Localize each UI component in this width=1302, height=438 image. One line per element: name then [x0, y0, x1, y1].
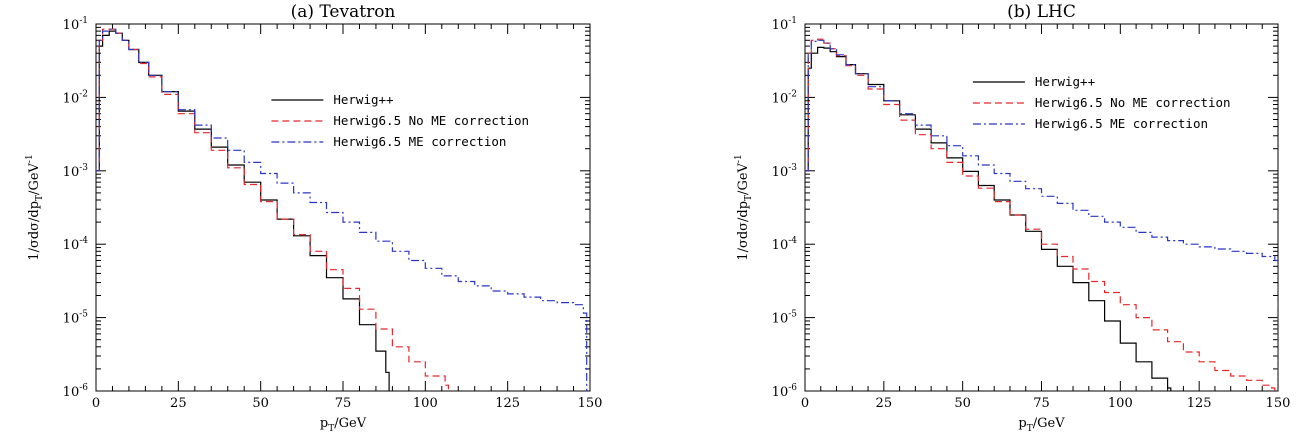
- y-axis-label: 1/σdσ/dpT/GeV-1: [25, 154, 45, 260]
- legend-label-0: Herwig++: [1035, 74, 1095, 89]
- y-tick-label: 10-2: [63, 89, 88, 106]
- x-tick-label: 50: [954, 396, 971, 411]
- y-tick-label: 10-2: [772, 89, 797, 106]
- y-tick-label: 10-6: [63, 383, 89, 400]
- y-tick-label: 10-5: [772, 310, 798, 327]
- legend: Herwig++ Herwig6.5 No ME correction Herwig…: [972, 74, 1231, 131]
- legend-label-1: Herwig6.5 No ME correction: [333, 113, 529, 128]
- legend: Herwig++ Herwig6.5 No ME correction Herwig…: [271, 92, 529, 149]
- x-tick-label: 25: [170, 396, 187, 411]
- series-group: [805, 38, 1278, 391]
- x-tick-label: 100: [413, 396, 438, 411]
- y-tick-label: 10-6: [772, 383, 798, 400]
- series-group: [96, 28, 588, 391]
- x-tick-label: 0: [92, 396, 100, 411]
- chart-panel-a: (a) Tevatron 0 25 50 75 100 125 150 10-6 10-5 10-4…: [25, 2, 602, 434]
- chart-title: (b) LHC: [1007, 2, 1076, 22]
- series-line-0: [96, 30, 390, 391]
- legend-label-1: Herwig6.5 No ME correction: [1035, 95, 1231, 110]
- series-line-2: [805, 39, 1278, 391]
- x-tick-label: 125: [495, 396, 520, 411]
- x-axis-label: pT/GeV: [320, 416, 367, 434]
- series-line-1: [96, 28, 449, 391]
- chart-title: (a) Tevatron: [291, 2, 396, 22]
- x-tick-label: 75: [335, 396, 352, 411]
- plot-frame: [95, 23, 591, 392]
- legend-label-0: Herwig++: [333, 92, 393, 107]
- x-tick-label: 0: [801, 396, 809, 411]
- legend-label-2: Herwig6.5 ME correction: [333, 134, 506, 149]
- x-tick-label: 25: [876, 396, 893, 411]
- y-tick-label: 10-3: [63, 163, 89, 180]
- chart-panel-b: (b) LHC 0 25 50 75 100 125 150 10-6 10-5 10-4 10-3 1…: [734, 2, 1290, 434]
- x-tick-label: 150: [578, 396, 603, 411]
- y-tick-label: 10-1: [772, 16, 797, 33]
- y-axis-label: 1/σdσ/dpT/GeV-1: [734, 154, 754, 260]
- x-tick-label: 150: [1266, 396, 1291, 411]
- x-tick-label: 100: [1108, 396, 1133, 411]
- y-tick-label: 10-4: [772, 236, 798, 253]
- series-line-1: [805, 38, 1276, 391]
- x-axis-label: pT/GeV: [1018, 416, 1065, 434]
- x-tick-label: 125: [1187, 396, 1212, 411]
- series-line-2: [96, 28, 588, 391]
- y-tick-label: 10-5: [63, 310, 89, 327]
- legend-label-2: Herwig6.5 ME correction: [1035, 116, 1208, 131]
- y-tick-label: 10-3: [772, 163, 798, 180]
- y-tick-label: 10-4: [63, 236, 89, 253]
- x-tick-label: 50: [252, 396, 269, 411]
- x-tick-label: 75: [1033, 396, 1050, 411]
- y-tick-label: 10-1: [63, 16, 88, 33]
- series-line-0: [805, 46, 1172, 391]
